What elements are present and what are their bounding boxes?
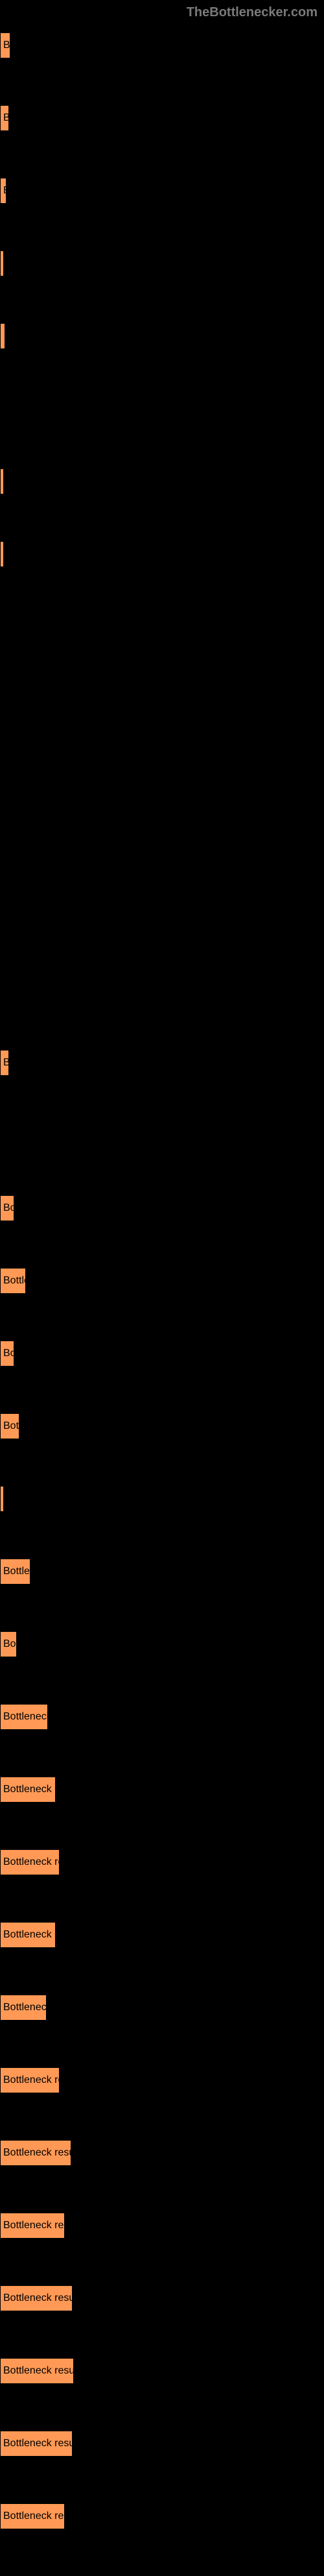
bar: B — [0, 178, 6, 204]
bar-row: Bo — [0, 1341, 324, 1367]
bar: Bottleneck result — [0, 2358, 74, 2384]
bar-label: Bot — [3, 1638, 17, 1650]
bar: Bottleneck result — [0, 2285, 73, 2311]
bar-row: Bottleneck re — [0, 1922, 324, 1948]
bar-label: Bottleneck result — [3, 2292, 73, 2304]
bar-label: Bottlen — [3, 1566, 30, 1577]
bar-label: B — [3, 1057, 9, 1069]
bar-row — [0, 250, 324, 276]
bar-chart: B B B B Bo Bottle Bo Bott Bottlen Bot Bottleneck Bo… — [0, 32, 324, 2576]
bar-row: Bottleneck — [0, 1704, 324, 1730]
bar-row: Bottlen — [0, 1559, 324, 1585]
bar-row: Bottleneck re — [0, 1777, 324, 1803]
bar-row: Bott — [0, 1413, 324, 1439]
bar: Bottleneck resu — [0, 2213, 65, 2239]
bar: Bottleneck result — [0, 2140, 71, 2166]
bar-row: Bottleneck result — [0, 2285, 324, 2311]
bar-row — [0, 832, 324, 858]
bar-label: Bottleneck resu — [3, 2220, 65, 2231]
bar-row — [0, 687, 324, 712]
bar-label: Bott — [3, 1420, 19, 1432]
bar-row: B — [0, 1050, 324, 1076]
bar: B — [0, 1050, 9, 1076]
bar: Bo — [0, 1341, 14, 1367]
bar-label: Bo — [3, 1348, 14, 1359]
bar: Bottleneck result — [0, 2431, 73, 2457]
bar: Bottleneck re — [0, 1777, 56, 1803]
bar: Bottle — [0, 1268, 26, 1294]
bar-label: Bottleneck result — [3, 2365, 74, 2377]
bar-row — [0, 977, 324, 1003]
bar-row: Bo — [0, 1195, 324, 1221]
bar: Bottleneck resu — [0, 2503, 65, 2529]
bar: Bott — [0, 1413, 19, 1439]
bar — [0, 1486, 4, 1512]
bar-row: Bot — [0, 1631, 324, 1657]
bar-label: Bo — [3, 1202, 14, 1214]
watermark-text: TheBottlenecker.com — [187, 5, 318, 20]
bar-row: B — [0, 32, 324, 58]
bar — [0, 323, 5, 349]
bar-label: Bottleneck — [3, 2002, 47, 2013]
bar-row: Bottleneck resu — [0, 2503, 324, 2529]
bar-label: B — [3, 40, 10, 51]
bar-row — [0, 541, 324, 567]
bar-row: B — [0, 178, 324, 204]
bar-row — [0, 396, 324, 422]
bar-row: Bottleneck result — [0, 2431, 324, 2457]
bar-row: Bottleneck res — [0, 1849, 324, 1875]
bar-row: Bottleneck result — [0, 2140, 324, 2166]
bar: Bo — [0, 1195, 14, 1221]
bar: Bot — [0, 1631, 17, 1657]
bar-row — [0, 905, 324, 930]
bar-label: Bottleneck re — [3, 1784, 56, 1795]
bar — [0, 468, 4, 494]
bar-row — [0, 759, 324, 785]
bar-row — [0, 323, 324, 349]
bar — [0, 250, 4, 276]
bar-label: Bottle — [3, 1275, 26, 1287]
bar-label: B — [3, 185, 6, 197]
bar-row: Bottleneck resu — [0, 2213, 324, 2239]
bar: Bottlen — [0, 1559, 30, 1585]
bar-row: Bottleneck result — [0, 2358, 324, 2384]
bar-row — [0, 614, 324, 640]
bar-row — [0, 1486, 324, 1512]
bar-label: Bottleneck — [3, 1711, 48, 1723]
bar-label: Bottleneck res — [3, 1856, 60, 1868]
bar-label: Bottleneck re — [3, 1929, 56, 1941]
bar-row — [0, 1123, 324, 1148]
bar: Bottleneck re — [0, 1922, 56, 1948]
bar: Bottleneck res — [0, 1849, 60, 1875]
bar-label: B — [3, 112, 9, 124]
bar — [0, 541, 4, 567]
bar-row: Bottleneck — [0, 1995, 324, 2021]
bar-row — [0, 468, 324, 494]
bar-row: B — [0, 105, 324, 131]
bar: Bottleneck — [0, 1704, 48, 1730]
bar-label: Bottleneck result — [3, 2438, 73, 2449]
bar-label: Bottleneck resu — [3, 2510, 65, 2522]
bar: Bottleneck — [0, 1995, 47, 2021]
bar: Bottleneck res — [0, 2067, 60, 2093]
bar: B — [0, 105, 9, 131]
bar-label: Bottleneck result — [3, 2147, 71, 2159]
bar-row: Bottle — [0, 1268, 324, 1294]
bar: B — [0, 32, 10, 58]
bar-row: Bottleneck res — [0, 2067, 324, 2093]
